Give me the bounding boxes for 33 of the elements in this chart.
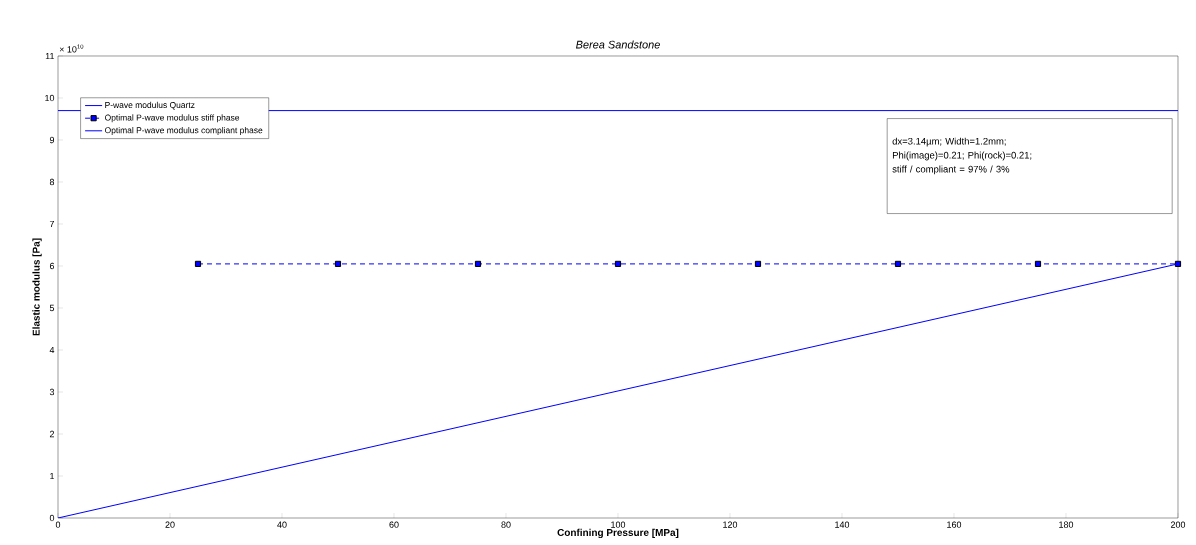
y-tick-label: 11 [45,52,55,60]
x-tick-label: 100 [611,521,626,528]
annotation: stiff / compliant = 97% / 3% [892,165,1010,175]
y-tick-label: 4 [49,346,55,354]
y-tick-label: 1 [50,472,55,480]
y-tick-label: 0 [49,514,55,522]
y-tick-label: 9 [49,136,55,144]
legend-label: Optimal P-wave modulus stiff phase [105,114,240,123]
y-tick-label: 8 [49,178,55,186]
annotation: Phi(image)=0.21; Phi(rock)=0.21; [892,151,1032,161]
x-tick-label: 20 [165,521,175,528]
annotation: dx=3.14µm; Width=1.2mm; [892,137,1006,147]
legend-label: Optimal P-wave modulus compliant phase [105,126,263,135]
y-tick-label: 5 [49,304,55,312]
x-tick-label: 120 [723,521,738,528]
x-tick-label: 160 [947,521,962,528]
x-tick-label: 140 [835,521,850,528]
y-tick-label: 10 [45,94,55,102]
y-tick-label: 6 [49,262,55,270]
x-axis-title: Confining Pressure [MPa] [557,528,679,539]
x-tick-label: 60 [389,521,399,528]
legend-label: P-wave modulus Quartz [105,101,195,110]
y-tick-label: 7 [49,220,55,228]
y-tick-label: 3 [49,388,55,396]
y-tick-label: 2 [49,430,55,438]
text: × 10$^{10}$ [59,44,84,53]
x-tick-label: 200 [1170,521,1186,528]
y-axis-title: Elastic modulus [Pa] [32,238,42,336]
x-tick-label: 0 [55,521,61,528]
x-tick-label: 80 [501,521,511,528]
x-tick-label: 40 [277,521,287,528]
chart-title: Berea Sandstone [575,40,660,49]
x-tick-label: 180 [1059,521,1074,528]
